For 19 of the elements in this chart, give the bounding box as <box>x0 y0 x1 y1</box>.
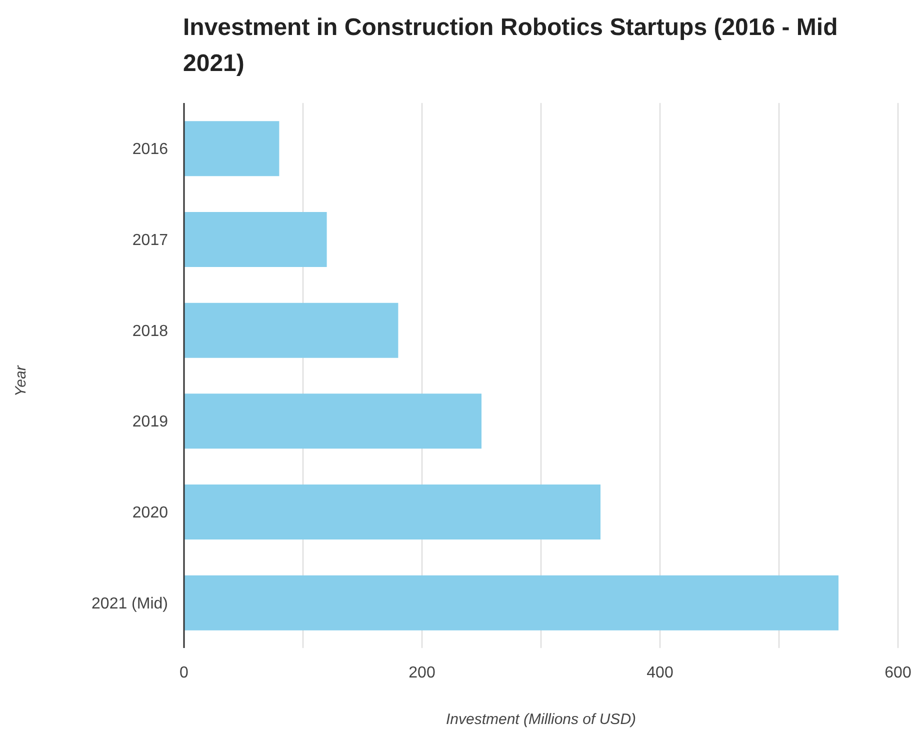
x-tick-label: 400 <box>646 664 674 682</box>
bar <box>184 121 280 176</box>
chart-title: Investment in Construction Robotics Startups (2016 - Mid 2021) <box>183 13 839 79</box>
y-tick-label: 2021 (Mid) <box>92 595 168 612</box>
bar <box>184 302 398 358</box>
bar <box>184 212 327 267</box>
y-tick-label: 2019 <box>132 414 168 431</box>
bar <box>184 394 482 449</box>
y-tick-label: 2016 <box>132 141 168 158</box>
x-tick-label: 200 <box>408 664 436 682</box>
x-axis-title: Investment (Millions of USD) <box>444 711 638 728</box>
y-tick-label: 2017 <box>132 232 168 249</box>
y-tick-label: 2018 <box>132 322 168 340</box>
x-tick-label: 600 <box>884 664 912 682</box>
y-tick-label: 2020 <box>132 504 168 522</box>
bar <box>184 484 600 540</box>
x-tick-label: 0 <box>180 664 189 682</box>
bar <box>184 575 838 630</box>
y-axis-title: Year <box>12 366 30 396</box>
